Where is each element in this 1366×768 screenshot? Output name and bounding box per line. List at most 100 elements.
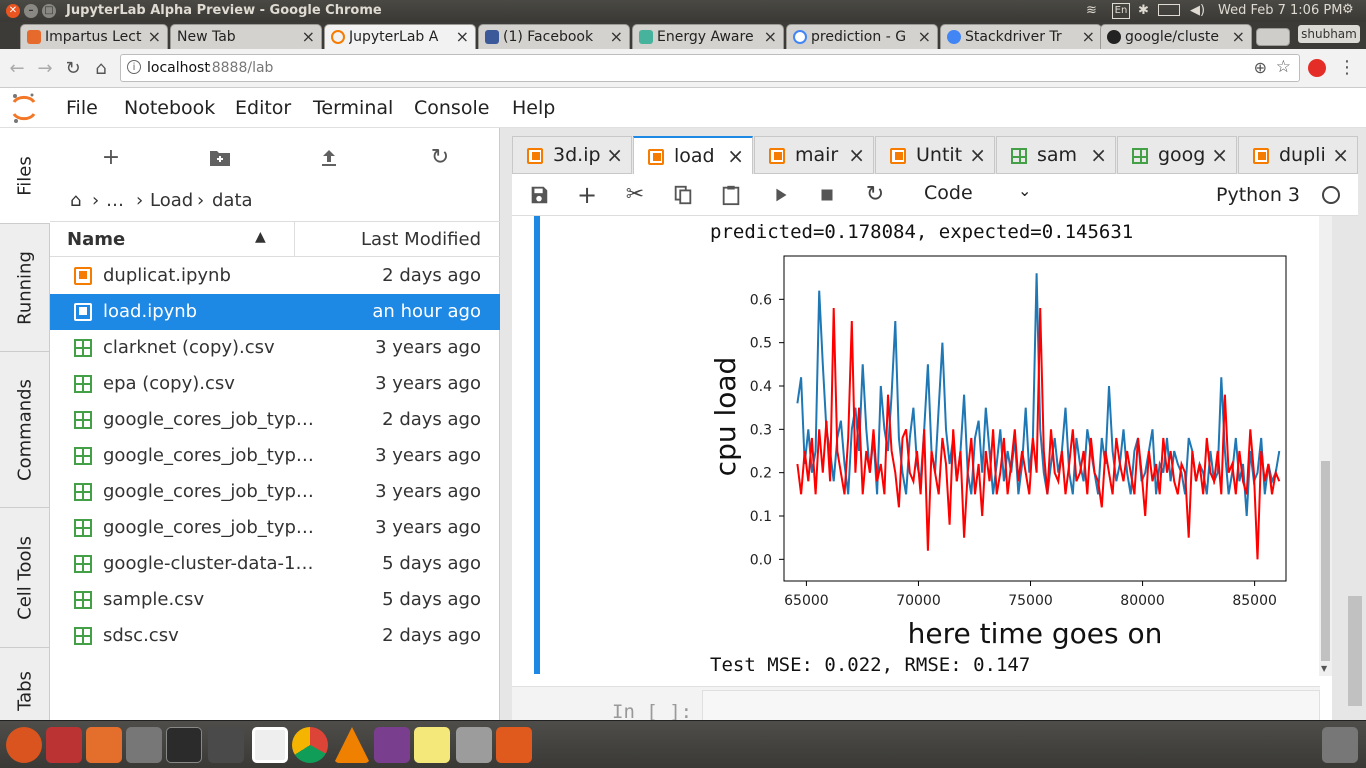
close-tab-icon[interactable]: ×: [763, 27, 777, 46]
file-row[interactable]: sdsc.csv 2 days ago: [50, 618, 500, 654]
browser-tab[interactable]: Stackdriver Tr ×: [940, 24, 1102, 49]
side-tab-files[interactable]: Files: [0, 128, 50, 224]
close-tab-icon[interactable]: ×: [301, 27, 315, 46]
notebook-scroll-thumb[interactable]: [1348, 596, 1362, 706]
wifi-icon[interactable]: ≋: [1086, 3, 1097, 18]
clock[interactable]: Wed Feb 7 1:06 PM: [1218, 3, 1343, 18]
close-tab-icon[interactable]: ×: [1090, 143, 1107, 167]
vlc-app-icon[interactable]: [334, 727, 370, 763]
restart-icon[interactable]: ↻: [865, 182, 885, 207]
close-tab-icon[interactable]: ×: [1231, 27, 1245, 46]
terminal-app-icon[interactable]: [166, 727, 202, 763]
bluetooth-icon[interactable]: ✱: [1138, 3, 1149, 18]
ubuntu-dash-icon[interactable]: [6, 727, 42, 763]
side-tab-commands[interactable]: Commands: [0, 352, 50, 508]
browser-tab-active[interactable]: JupyterLab A ×: [324, 24, 476, 50]
breadcrumb-load[interactable]: Load: [150, 190, 194, 211]
file-row-selected[interactable]: load.ipynb an hour ago: [50, 294, 500, 330]
file-row[interactable]: sample.csv 5 days ago: [50, 582, 500, 618]
document-tab[interactable]: goog ×: [1117, 136, 1237, 174]
side-tab-tabs[interactable]: Tabs: [14, 671, 36, 712]
notes-app-icon[interactable]: [414, 727, 450, 763]
file-row[interactable]: google_cores_job_typ… 3 years ago: [50, 474, 500, 510]
browser-tab[interactable]: Impartus Lect ×: [20, 24, 168, 49]
forward-icon[interactable]: →: [37, 58, 53, 79]
calculator-app-icon[interactable]: [456, 727, 492, 763]
file-row[interactable]: google_cores_job_typ… 3 years ago: [50, 510, 500, 546]
close-tab-icon[interactable]: ×: [1081, 27, 1095, 46]
file-row[interactable]: google-cluster-data-1.… 5 days ago: [50, 546, 500, 582]
close-tab-icon[interactable]: ×: [609, 27, 623, 46]
document-tab[interactable]: mair ×: [754, 136, 874, 174]
settings-app-icon[interactable]: [126, 727, 162, 763]
kernel-name[interactable]: Python 3: [1216, 184, 1300, 206]
new-launcher-icon[interactable]: +: [101, 145, 121, 170]
menu-terminal[interactable]: Terminal: [313, 97, 394, 119]
cell-type-select[interactable]: Code ⌄: [924, 181, 1032, 204]
notebook-panel[interactable]: predicted=0.178084, expected=0.145631 0.…: [512, 216, 1332, 720]
files-app-icon[interactable]: [46, 727, 82, 763]
close-tab-icon[interactable]: ×: [606, 143, 623, 167]
browser-tab[interactable]: New Tab ×: [170, 24, 322, 49]
keyboard-layout[interactable]: En: [1112, 3, 1130, 19]
volume-icon[interactable]: ◀): [1190, 3, 1206, 18]
document-tab[interactable]: sam ×: [996, 136, 1116, 174]
close-tab-icon[interactable]: ×: [147, 27, 161, 46]
file-row[interactable]: google_cores_job_typ… 2 days ago: [50, 402, 500, 438]
menu-help[interactable]: Help: [512, 97, 556, 119]
breadcrumb-ellipsis[interactable]: …: [106, 190, 124, 211]
browser-tab[interactable]: prediction - G ×: [786, 24, 938, 49]
close-tab-icon[interactable]: ×: [727, 144, 744, 168]
chrome-menu-icon[interactable]: ⋮: [1338, 57, 1356, 78]
maximize-window-icon[interactable]: □: [42, 4, 56, 18]
media-app-icon[interactable]: [374, 727, 410, 763]
refresh-icon[interactable]: ↻: [430, 145, 450, 170]
sort-ascending-icon[interactable]: ▲: [255, 229, 266, 245]
new-tab-button[interactable]: [1256, 28, 1290, 46]
home-icon[interactable]: ⌂: [70, 190, 82, 211]
document-tab[interactable]: Untit ×: [875, 136, 995, 174]
address-bar[interactable]: i localhost :8888/lab ⊕ ☆: [120, 54, 1300, 82]
document-tab[interactable]: 3d.ip ×: [512, 136, 632, 174]
close-tab-icon[interactable]: ×: [1211, 143, 1228, 167]
output-scroll-thumb[interactable]: [1321, 461, 1330, 661]
file-row[interactable]: clarknet (copy).csv 3 years ago: [50, 330, 500, 366]
browser-tab[interactable]: (1) Facebook ×: [478, 24, 630, 49]
menu-notebook[interactable]: Notebook: [124, 97, 216, 119]
close-tab-icon[interactable]: ×: [848, 143, 865, 167]
profile-button[interactable]: shubham: [1298, 25, 1360, 43]
reload-icon[interactable]: ↻: [65, 58, 81, 79]
browser-tab[interactable]: Energy Aware ×: [632, 24, 784, 49]
column-last-modified[interactable]: Last Modified: [360, 229, 481, 250]
bookmark-star-icon[interactable]: ☆: [1275, 57, 1291, 77]
document-tab-active[interactable]: load ×: [633, 136, 753, 174]
run-icon[interactable]: [770, 184, 792, 206]
output-scrollbar[interactable]: ▼: [1319, 216, 1332, 676]
zoom-icon[interactable]: ⊕: [1253, 58, 1267, 77]
sublime-text-icon[interactable]: [208, 727, 244, 763]
home-icon[interactable]: ⌂: [95, 58, 107, 79]
opera-extension-icon[interactable]: [1308, 59, 1326, 77]
battery-icon[interactable]: [1158, 4, 1180, 16]
code-input[interactable]: [702, 690, 1320, 720]
minimize-window-icon[interactable]: –: [24, 4, 38, 18]
file-row[interactable]: duplicat.ipynb 2 days ago: [50, 258, 500, 294]
file-row[interactable]: epa (copy).csv 3 years ago: [50, 366, 500, 402]
close-tab-icon[interactable]: ×: [969, 143, 986, 167]
info-icon[interactable]: i: [127, 60, 141, 74]
trash-icon[interactable]: [1322, 727, 1358, 763]
column-name[interactable]: Name: [67, 229, 126, 250]
power-icon[interactable]: ⚙: [1342, 2, 1354, 17]
close-tab-icon[interactable]: ×: [455, 27, 469, 46]
copy-icon[interactable]: [672, 184, 694, 206]
stop-icon[interactable]: [816, 184, 838, 206]
save-icon[interactable]: [528, 184, 550, 206]
side-tab-running[interactable]: Running: [0, 224, 50, 352]
insert-cell-icon[interactable]: +: [576, 181, 598, 209]
browser-tab[interactable]: google/cluste ×: [1100, 24, 1252, 49]
file-row[interactable]: google_cores_job_typ… 3 years ago: [50, 438, 500, 474]
software-center-icon[interactable]: [86, 727, 122, 763]
side-tab-cell-tools[interactable]: Cell Tools: [0, 508, 50, 648]
paste-icon[interactable]: [720, 184, 742, 206]
scroll-down-icon[interactable]: ▼: [1321, 664, 1328, 673]
